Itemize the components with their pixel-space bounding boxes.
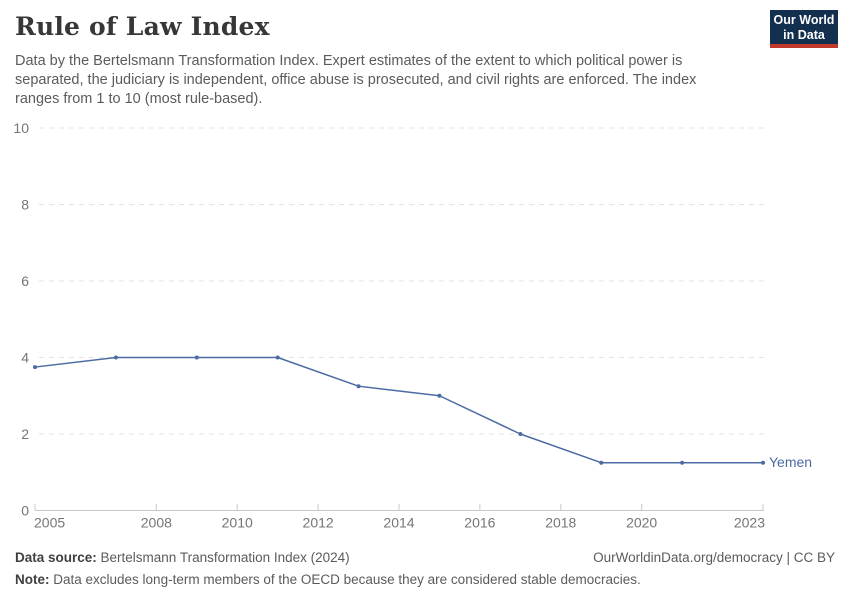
note-label: Note: [15, 572, 50, 587]
note-text: Data excludes long-term members of the O… [49, 572, 641, 587]
owid-license-link[interactable]: OurWorldinData.org/democracy | CC BY [593, 550, 835, 565]
data-point[interactable] [761, 460, 765, 465]
x-tick-label: 2005 [34, 515, 65, 531]
owid-logo-line2: in Data [783, 28, 825, 42]
x-tick-label: 2008 [141, 515, 172, 531]
note-line: Note: Data excludes long-term members of… [15, 572, 641, 587]
data-point[interactable] [518, 432, 523, 436]
x-tick-label: 2012 [303, 515, 334, 531]
y-tick-label: 10 [13, 120, 29, 136]
data-point[interactable] [356, 384, 361, 389]
data-point[interactable] [680, 460, 685, 465]
data-point[interactable] [275, 355, 280, 360]
data-source-label: Data source: [15, 550, 97, 565]
x-tick-label: 2023 [734, 515, 765, 531]
series-line[interactable] [34, 356, 763, 464]
chart-footer: Data source: Bertelsmann Transformation … [15, 547, 835, 591]
x-tick-label: 2018 [545, 515, 576, 531]
chart-subtitle: Data by the Bertelsmann Transformation I… [15, 53, 697, 107]
y-tick-label: 4 [21, 350, 29, 366]
data-source-line: Data source: Bertelsmann Transformation … [15, 547, 350, 569]
data-point[interactable] [599, 460, 604, 465]
x-tick-label: 2016 [464, 515, 495, 531]
page-title: Rule of Law Index [15, 12, 270, 41]
y-tick-label: 6 [21, 273, 29, 289]
x-tick-label: 2020 [626, 515, 657, 531]
data-point[interactable] [194, 355, 199, 360]
owid-logo-line1: Our World [773, 13, 835, 27]
x-tick-label: 2014 [383, 515, 414, 531]
data-point[interactable] [33, 365, 37, 370]
x-tick-label: 2010 [222, 515, 253, 531]
owid-logo[interactable]: Our World in Data [770, 10, 838, 48]
data-point[interactable] [113, 355, 118, 360]
y-tick-label: 2 [21, 426, 29, 442]
y-tick-label: 0 [21, 503, 29, 519]
series-label[interactable]: Yemen [769, 454, 812, 470]
data-source-text: Bertelsmann Transformation Index (2024) [96, 550, 350, 565]
data-point[interactable] [437, 393, 442, 398]
y-tick-label: 8 [21, 197, 29, 213]
